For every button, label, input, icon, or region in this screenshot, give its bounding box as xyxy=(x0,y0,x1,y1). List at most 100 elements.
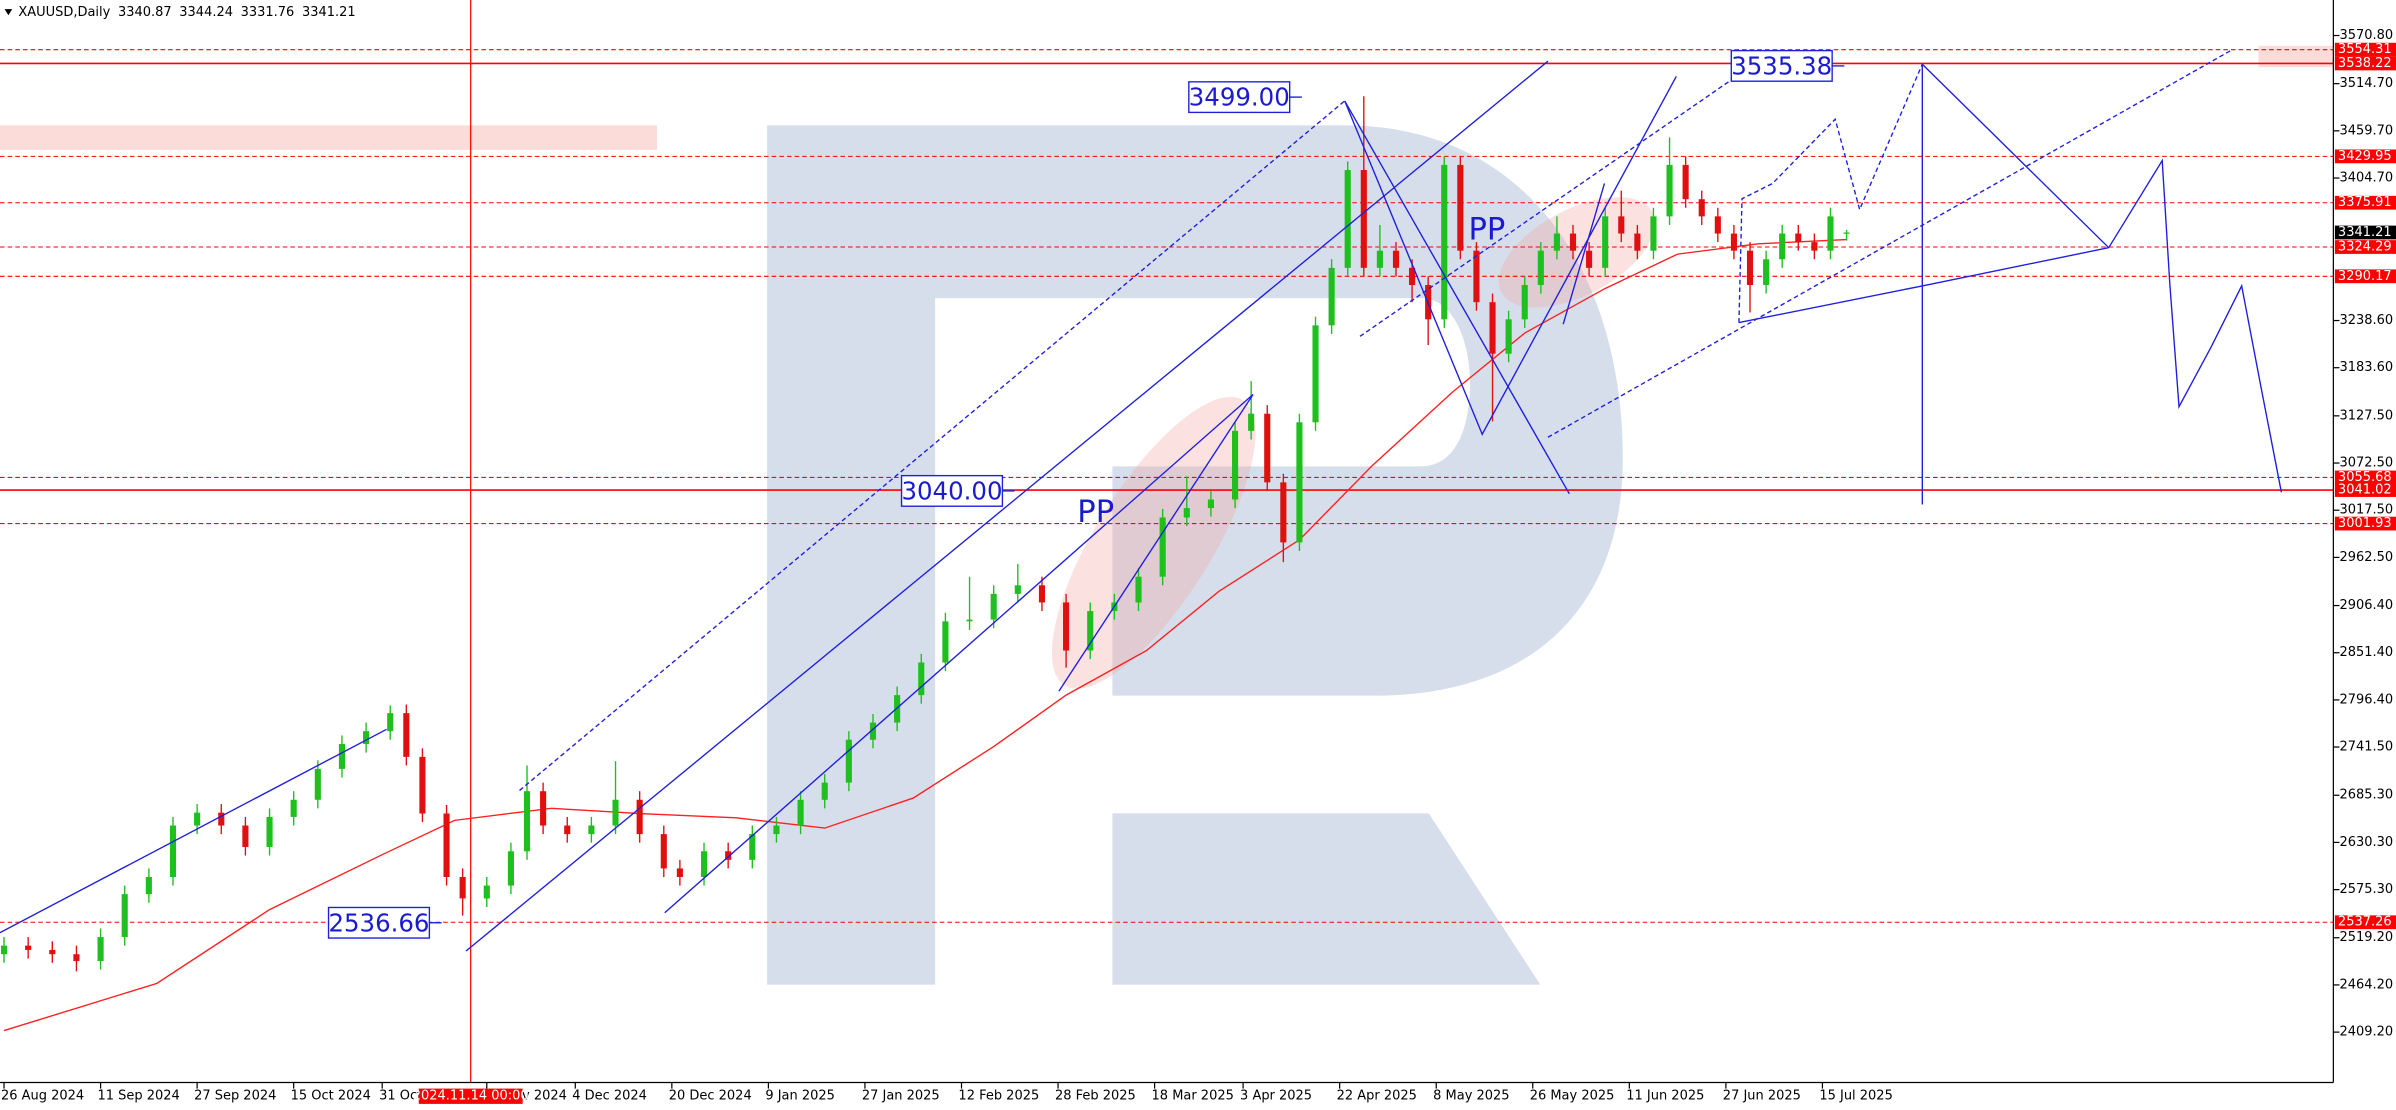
x-tick-label: 22 Apr 2025 xyxy=(1337,1089,1417,1104)
candle-body xyxy=(338,744,346,769)
y-tick-label: 2685.30 xyxy=(2339,788,2393,803)
pp-label: PP xyxy=(1468,212,1505,247)
candle-body xyxy=(1207,499,1214,509)
annotation-box xyxy=(900,474,1004,507)
price-label: 2537.26 xyxy=(2338,915,2392,930)
candle-body xyxy=(387,713,394,732)
candle-body xyxy=(1634,233,1641,251)
candle-body xyxy=(523,791,531,852)
candle-body xyxy=(194,812,201,826)
crosshair-label-box xyxy=(418,1088,523,1104)
annotation-label: 3040.00 xyxy=(901,476,1002,505)
y-tick-label: 3404.70 xyxy=(2339,171,2393,186)
price-label: 3554.31 xyxy=(2338,42,2392,57)
menu-icon xyxy=(4,9,13,16)
y-tick-label: 2906.40 xyxy=(2339,598,2393,613)
candle-body xyxy=(821,782,828,800)
pp-zone xyxy=(1051,396,1256,689)
candle-body xyxy=(1666,164,1673,217)
candle-body xyxy=(1618,216,1625,234)
price-lines xyxy=(0,0,2334,1083)
price-label: 3001.93 xyxy=(2338,516,2392,531)
y-tick-label: 3183.60 xyxy=(2339,360,2393,375)
price-label-box xyxy=(2334,915,2396,930)
candle-body xyxy=(1650,216,1657,251)
y-tick-label: 3570.80 xyxy=(2339,28,2393,43)
candle-body xyxy=(1586,250,1593,268)
header-field: 3344.24 xyxy=(179,5,233,20)
annotation-label: 3499.00 xyxy=(1189,83,1290,112)
crosshair-label: 2024.11.14 00:00 xyxy=(413,1089,529,1104)
candle-body xyxy=(1457,164,1464,251)
candle-body xyxy=(145,876,152,895)
candle-body xyxy=(121,894,128,938)
y-tick-label: 2575.30 xyxy=(2339,882,2393,897)
y-tick-label: 2962.50 xyxy=(2339,550,2393,565)
candle-body xyxy=(314,768,321,800)
candle-body xyxy=(942,621,949,663)
x-tick-label: 27 Sep 2024 xyxy=(194,1089,276,1104)
candle-body xyxy=(1827,216,1834,251)
y-tick-label: 3514.70 xyxy=(2339,76,2393,91)
x-tick-label: 15 Oct 2024 xyxy=(291,1089,371,1104)
candle-body xyxy=(1280,482,1287,543)
y-tick-label: 2464.20 xyxy=(2339,977,2393,992)
candle-body xyxy=(242,825,249,847)
candle-body xyxy=(845,739,852,783)
candle-body xyxy=(1360,170,1367,268)
candle-body xyxy=(797,799,804,826)
x-tick-label: 9 Jan 2025 xyxy=(765,1089,835,1104)
price-label-box xyxy=(2334,470,2396,485)
y-tick-label: 2851.40 xyxy=(2339,645,2393,660)
candle-body xyxy=(1392,250,1400,268)
candle-body xyxy=(1843,232,1850,234)
candle-body xyxy=(73,954,80,962)
candle-body xyxy=(1232,430,1239,500)
candle-body xyxy=(1183,508,1190,518)
price-label-box xyxy=(2334,516,2396,531)
candle-body xyxy=(1489,302,1496,354)
candle-body xyxy=(1714,216,1721,234)
candle-body xyxy=(290,799,297,817)
candle-body xyxy=(1296,422,1303,543)
candle-body xyxy=(660,834,667,869)
x-tick-label: 15 Jul 2025 xyxy=(1819,1089,1892,1104)
price-label: 3041.02 xyxy=(2338,483,2392,498)
header-field: 3340.87 xyxy=(118,5,172,20)
y-tick-label: 3238.60 xyxy=(2339,313,2393,328)
last-price: 3341.21 xyxy=(2338,225,2392,240)
price-label-box xyxy=(2334,195,2396,210)
candle-body xyxy=(636,799,643,835)
price-label: 3290.17 xyxy=(2338,269,2392,284)
annotation-label: 2536.66 xyxy=(328,908,429,937)
candle-body xyxy=(1328,267,1335,326)
candle-body xyxy=(676,868,683,877)
candle-body xyxy=(1135,576,1142,603)
candle-body xyxy=(403,713,410,757)
price-label-box xyxy=(2334,149,2396,164)
x-tick-label: 3 Apr 2025 xyxy=(1240,1089,1312,1104)
candle-body xyxy=(1746,250,1754,286)
candle-body xyxy=(169,825,177,877)
price-label: 3324.29 xyxy=(2338,240,2392,255)
candle-body xyxy=(1553,233,1560,251)
candle-body xyxy=(773,825,780,835)
candle-body xyxy=(1038,585,1046,603)
candle-body xyxy=(1682,164,1689,200)
candle-body xyxy=(1569,233,1577,251)
candle-body xyxy=(1537,250,1544,286)
annotation-box xyxy=(327,906,431,939)
candle-body xyxy=(1473,250,1480,303)
candle-body xyxy=(1779,233,1786,260)
annotations: 3499.00 3535.38 3040.00 2536.66 PP PP xyxy=(327,49,1845,939)
candle-body xyxy=(266,816,273,847)
candle-body xyxy=(1811,242,1818,251)
price-label-box xyxy=(2334,42,2396,57)
candle-body xyxy=(419,756,426,814)
candle-body xyxy=(918,662,925,696)
candle-body xyxy=(1763,259,1770,286)
price-label: 3429.95 xyxy=(2338,149,2392,164)
candle-body xyxy=(966,619,973,622)
y-tick-label: 2796.40 xyxy=(2339,692,2393,707)
header-field: 3331.76 xyxy=(241,5,295,20)
